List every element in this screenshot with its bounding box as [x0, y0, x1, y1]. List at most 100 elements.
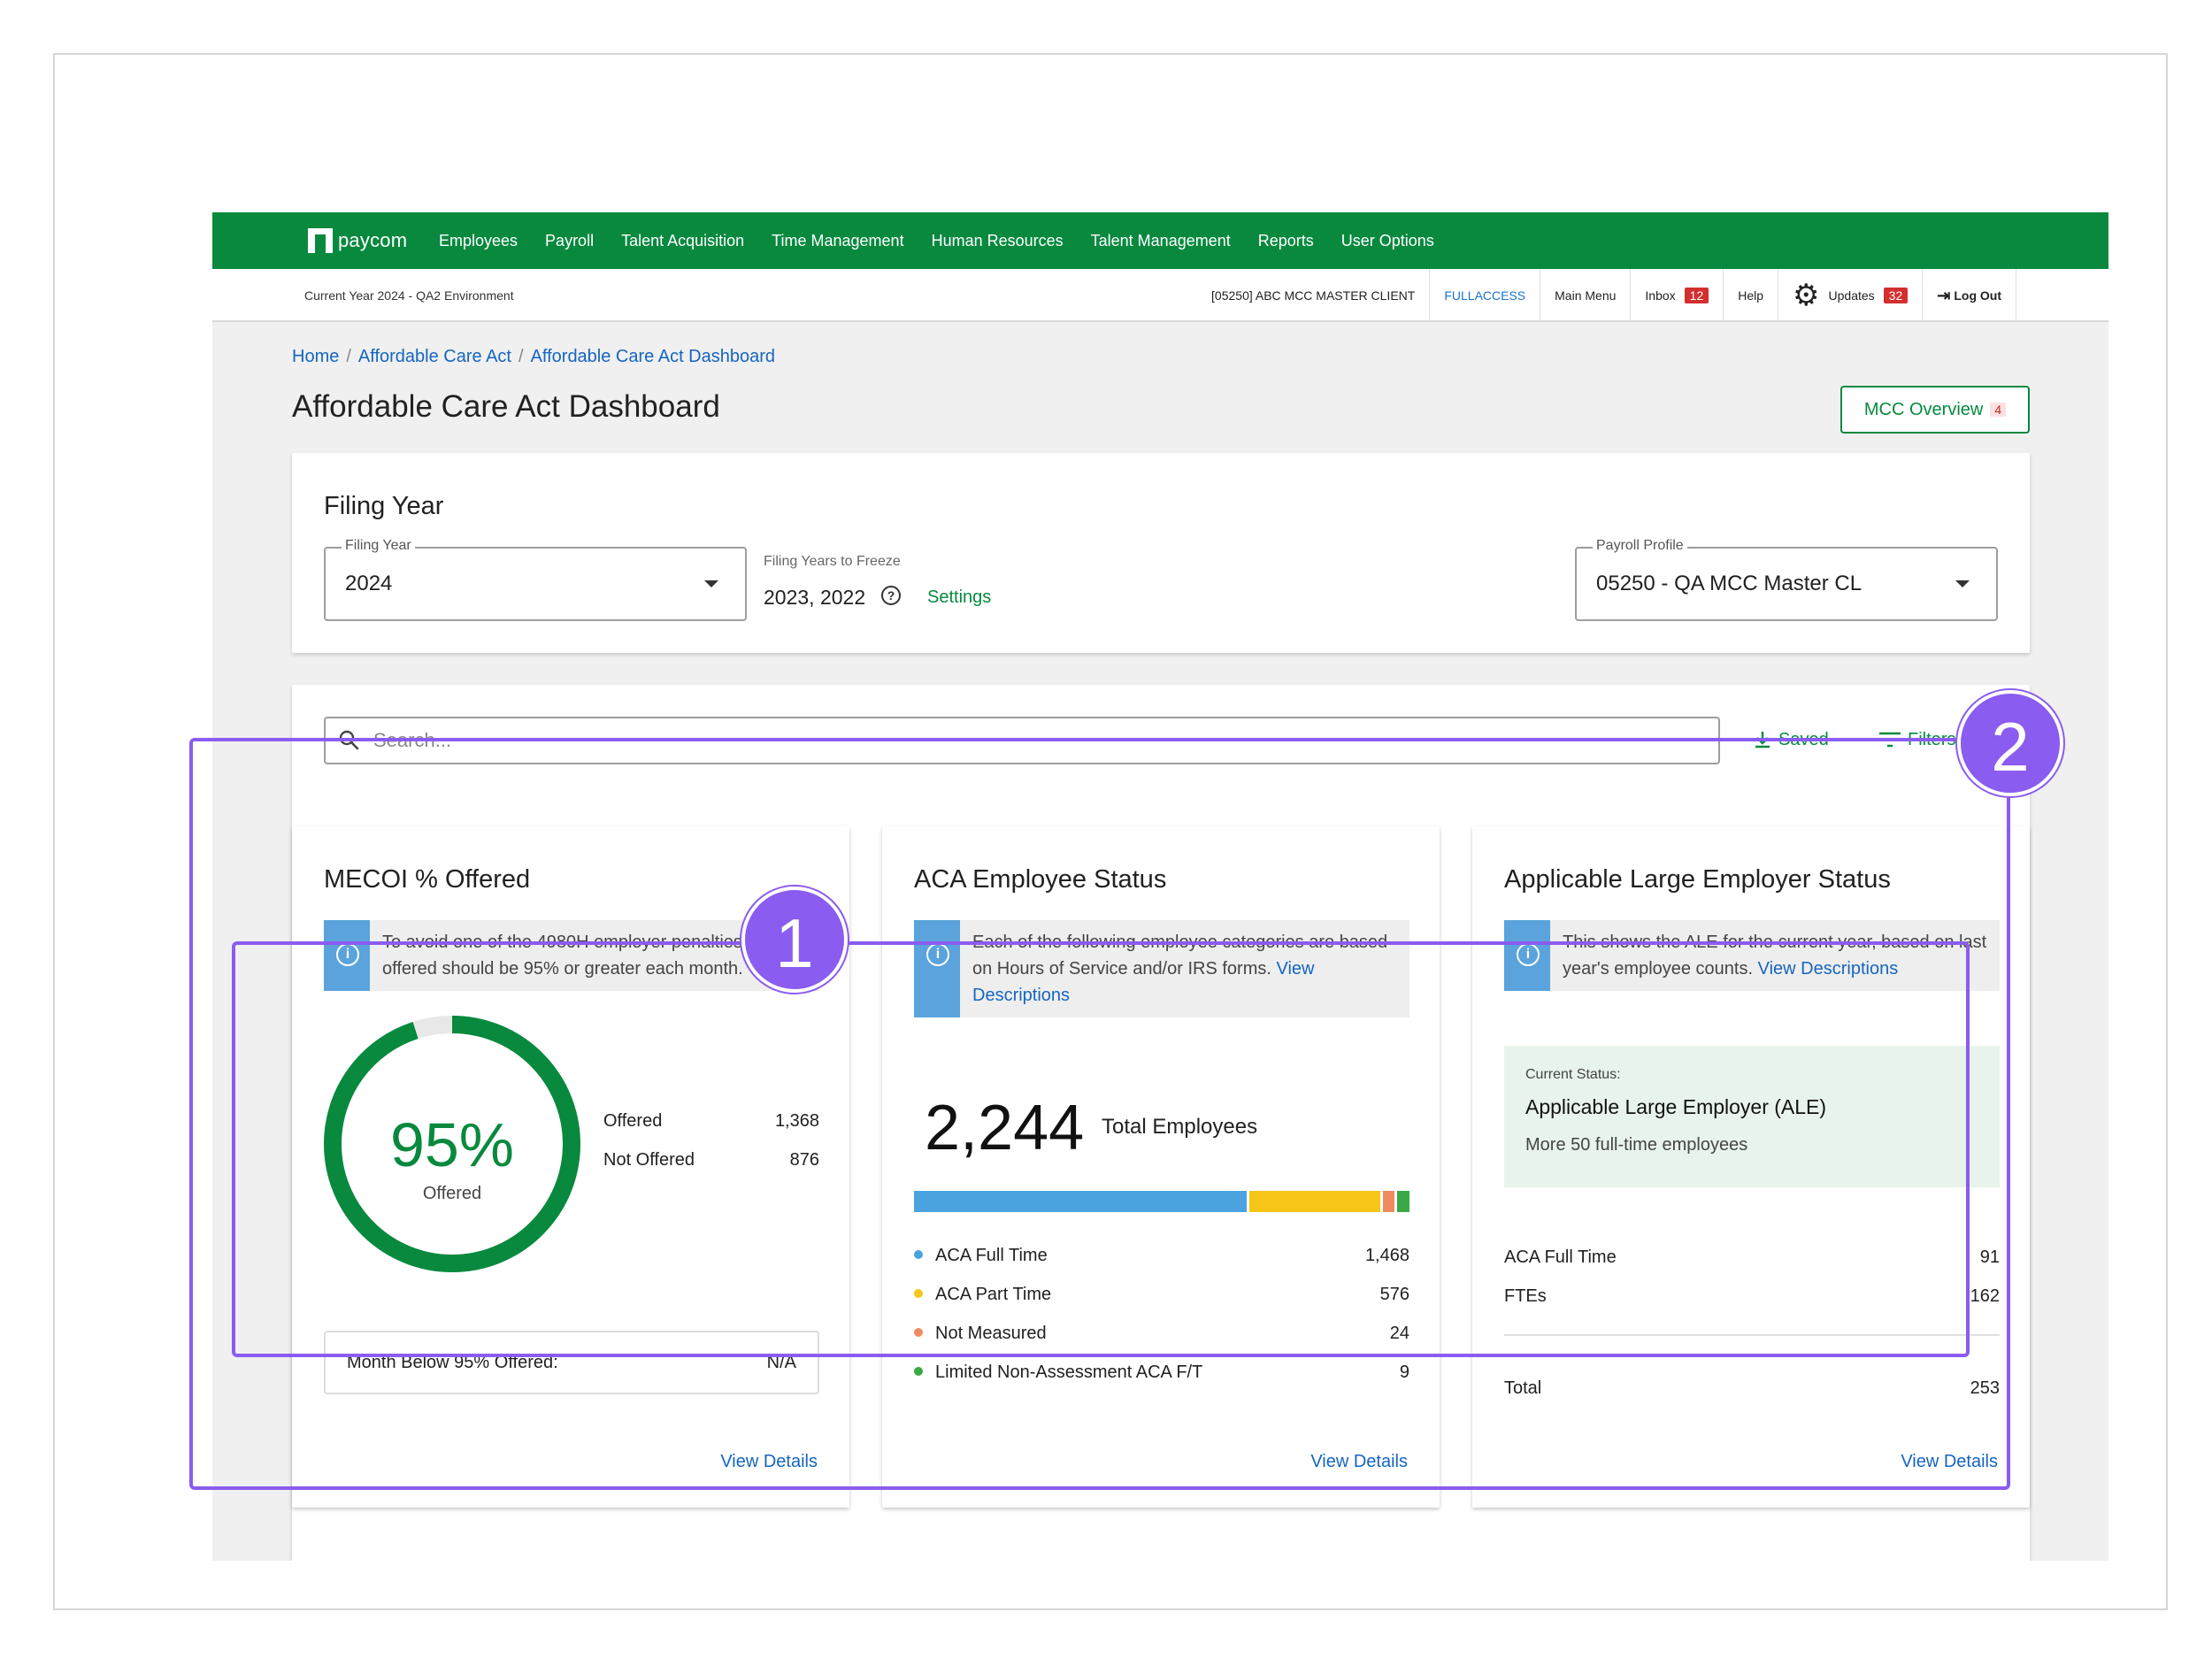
status-bar-segment-0	[914, 1191, 1248, 1212]
status-row-text: Limited Non-Assessment ACA F/T	[935, 1362, 1203, 1382]
ale-full-time-value: 91	[1979, 1247, 2000, 1267]
legend-dot-icon	[914, 1366, 923, 1376]
info-strip: i	[1504, 920, 1550, 991]
nav-item-talent-management[interactable]: Talent Management	[1090, 231, 1231, 249]
info-icon: i	[1517, 943, 1540, 966]
search-icon	[339, 730, 359, 750]
ale-full-time-label: ACA Full Time	[1504, 1247, 1617, 1267]
logout-link[interactable]: ⇥ Log Out	[1922, 269, 2016, 322]
nav-item-talent-acquisition[interactable]: Talent Acquisition	[621, 231, 745, 249]
legend-dot-icon	[914, 1249, 923, 1259]
not-offered-value: 876	[789, 1150, 819, 1170]
nav-item-user-options[interactable]: User Options	[1340, 231, 1434, 249]
access-link[interactable]: FULLACCESS	[1429, 269, 1540, 322]
nav-item-human-resources[interactable]: Human Resources	[931, 231, 1064, 249]
employee-status-bar	[914, 1191, 1409, 1212]
payroll-profile-select[interactable]: Payroll Profile 05250 - QA MCC Master CL	[1575, 538, 1998, 621]
nav-menu: Employees Payroll Talent Acquisition Tim…	[439, 212, 1462, 269]
donut-arc	[324, 1016, 580, 1272]
aca-status-view-descriptions-link[interactable]: View Descriptions	[972, 959, 1315, 1005]
breadcrumb-home[interactable]: Home	[292, 347, 340, 366]
nav-item-reports[interactable]: Reports	[1257, 231, 1314, 249]
aca-status-card-title: ACA Employee Status	[914, 865, 1167, 894]
not-offered-row: Not Offered 876	[603, 1150, 819, 1171]
mecoi-card-title: MECOI % Offered	[324, 865, 531, 894]
aca-status-view-details-link[interactable]: View Details	[1310, 1452, 1408, 1471]
chevron-down-icon	[1955, 580, 1970, 587]
annotation-badge-2: 2	[1957, 690, 2063, 796]
info-icon: i	[926, 943, 949, 966]
updates-link[interactable]: ⚙ Updates 32	[1778, 269, 1922, 322]
mecoi-donut-chart	[324, 1016, 580, 1272]
inbox-count-badge: 12	[1684, 288, 1709, 303]
logout-icon: ⇥	[1937, 286, 1951, 304]
offered-label: Offered	[603, 1111, 663, 1131]
month-below-box: Month Below 95% Offered: N/A	[324, 1331, 819, 1394]
help-link[interactable]: Help	[1723, 269, 1778, 322]
chevron-down-icon	[704, 580, 718, 587]
nav-item-employees[interactable]: Employees	[439, 231, 518, 249]
aca-status-info-body: Each of the following employee categorie…	[972, 933, 1388, 979]
current-status-box: Current Status: Applicable Large Employe…	[1504, 1046, 2000, 1187]
filing-year-select[interactable]: Filing Year 2024	[324, 538, 747, 621]
ale-view-details-link[interactable]: View Details	[1901, 1452, 1998, 1471]
saved-button[interactable]: Saved	[1752, 729, 1829, 750]
utility-links: [05250] ABC MCC MASTER CLIENT FULLACCESS…	[1211, 269, 2016, 322]
status-row-label: ACA Part Time	[914, 1285, 1051, 1305]
current-status-description: More 50 full-time employees	[1525, 1135, 1748, 1155]
status-row-value: 1,468	[1364, 1246, 1409, 1265]
mecoi-view-details-link[interactable]: View Details	[720, 1452, 818, 1471]
paycom-logo[interactable]: paycom	[308, 228, 407, 253]
filing-year-card-title: Filing Year	[324, 492, 444, 520]
mecoi-info-box: i To avoid one of the 4980H employer pen…	[324, 920, 819, 991]
inbox-link[interactable]: Inbox 12	[1630, 269, 1723, 322]
info-icon: i	[336, 943, 359, 966]
status-row: ACA Full Time 1,468	[914, 1246, 1409, 1266]
divider	[1504, 1334, 2000, 1336]
ale-ftes-value: 162	[1970, 1286, 2000, 1306]
freeze-years-value: 2023, 2022	[764, 586, 866, 609]
logo-text: paycom	[338, 229, 408, 251]
status-row-label: Not Measured	[914, 1324, 1047, 1344]
status-row-value: 9	[1399, 1362, 1409, 1382]
download-icon	[1755, 732, 1770, 748]
status-row: Not Measured 24	[914, 1324, 1409, 1344]
help-icon[interactable]: ?	[881, 586, 901, 605]
breadcrumb-separator: /	[346, 347, 351, 366]
logout-label: Log Out	[1954, 288, 2001, 303]
filing-year-select-label: Filing Year	[342, 538, 415, 554]
ale-total-value: 253	[1970, 1378, 2000, 1398]
mecoi-percent: 95%	[389, 1110, 515, 1179]
legend-dot-icon	[914, 1327, 923, 1337]
breadcrumb-aca-dashboard[interactable]: Affordable Care Act Dashboard	[530, 347, 776, 366]
ale-info-box: i This shows the ALE for the current yea…	[1504, 920, 2000, 991]
status-row-text: Not Measured	[935, 1324, 1047, 1343]
aca-status-info-box: i Each of the following employee categor…	[914, 920, 1409, 1017]
nav-item-time-management[interactable]: Time Management	[772, 231, 904, 249]
page-title: Affordable Care Act Dashboard	[292, 389, 720, 424]
ale-view-descriptions-link[interactable]: View Descriptions	[1757, 959, 1899, 979]
main-menu-link[interactable]: Main Menu	[1540, 269, 1630, 322]
month-below-label: Month Below 95% Offered:	[347, 1352, 558, 1372]
ale-total-label: Total	[1504, 1378, 1542, 1398]
status-row-value: 576	[1379, 1285, 1409, 1304]
nav-item-payroll[interactable]: Payroll	[545, 231, 595, 249]
info-strip: i	[324, 920, 370, 991]
search-input[interactable]	[373, 725, 1701, 756]
ale-status-card-title: Applicable Large Employer Status	[1504, 865, 1891, 894]
mcc-overview-button[interactable]: MCC Overview 4	[1840, 386, 2030, 434]
search-box[interactable]	[324, 717, 1720, 764]
status-row: ACA Part Time 576	[914, 1285, 1409, 1305]
total-employees-label: Total Employees	[1102, 1115, 1258, 1139]
breadcrumb-aca[interactable]: Affordable Care Act	[357, 347, 511, 366]
current-status-label: Current Status:	[1525, 1067, 1621, 1082]
filter-icon	[1879, 732, 1901, 748]
aca-status-info-text: Each of the following employee categorie…	[960, 920, 1409, 1017]
legend-dot-icon	[914, 1288, 923, 1298]
settings-link[interactable]: Settings	[927, 587, 992, 607]
info-strip: i	[914, 920, 960, 1017]
gear-icon: ⚙	[1793, 279, 1820, 312]
environment-label: Current Year 2024 - QA2 Environment	[304, 288, 514, 303]
status-bar-segment-2	[1382, 1191, 1395, 1212]
ale-info-text: This shows the ALE for the current year,…	[1550, 920, 2000, 991]
